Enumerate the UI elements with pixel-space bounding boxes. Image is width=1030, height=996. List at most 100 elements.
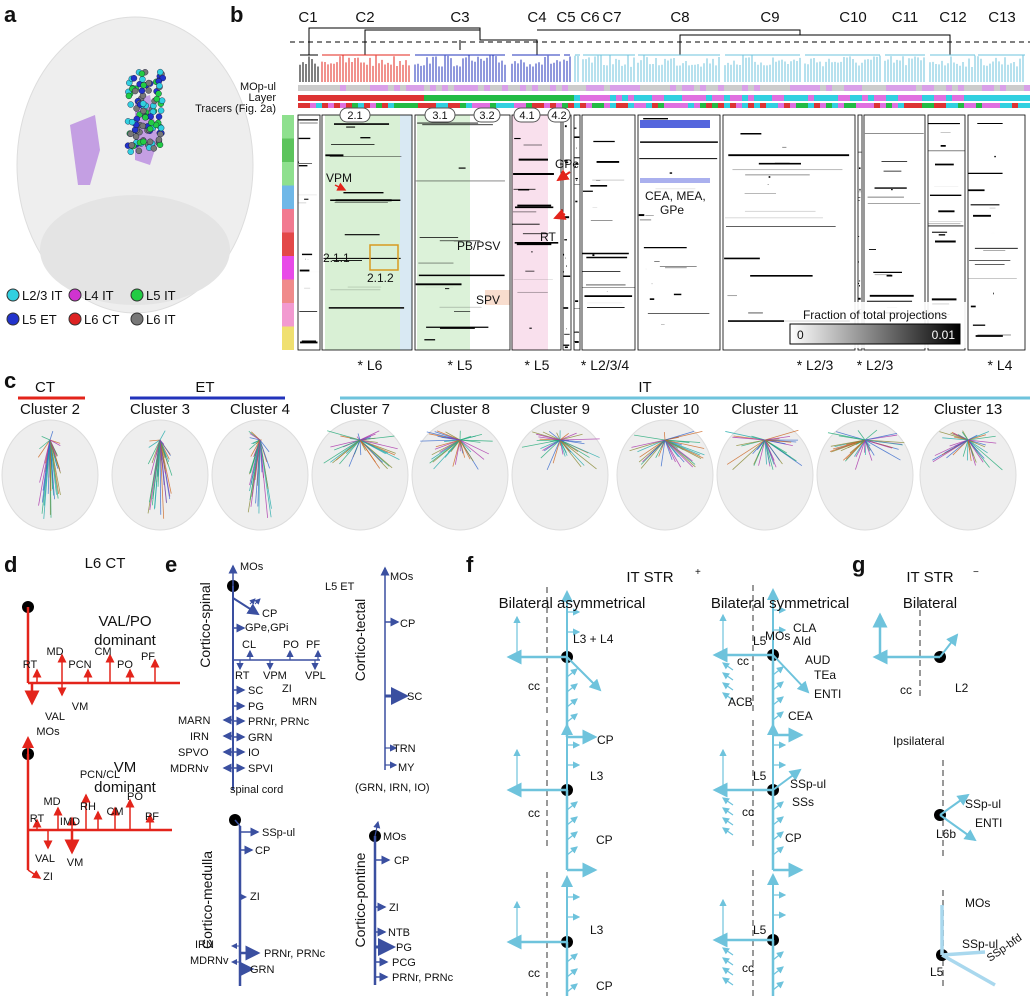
arrow bbox=[566, 831, 578, 841]
label: PG bbox=[248, 701, 264, 713]
bar-cell bbox=[484, 95, 490, 101]
axon bbox=[559, 438, 600, 441]
neuron-dot bbox=[157, 124, 165, 132]
axon bbox=[854, 439, 866, 457]
bar-cell bbox=[430, 85, 436, 91]
bar-cell bbox=[874, 95, 880, 101]
bar-cell bbox=[784, 103, 790, 108]
bar-cell bbox=[490, 103, 496, 108]
bar-cell bbox=[826, 95, 832, 101]
bar-cell bbox=[496, 85, 502, 91]
axon bbox=[966, 439, 969, 461]
label: Bilateral symmetrical bbox=[711, 595, 849, 612]
neuron-dot bbox=[142, 114, 149, 121]
bar-cell bbox=[964, 95, 970, 101]
bar-cell bbox=[664, 95, 670, 101]
bar-cell bbox=[682, 95, 688, 101]
axon bbox=[459, 439, 481, 443]
bar-cell bbox=[634, 95, 640, 101]
bar-cell bbox=[424, 85, 430, 91]
bar-cell bbox=[664, 85, 670, 91]
bar-cell bbox=[598, 103, 604, 108]
bar-cell bbox=[706, 85, 712, 91]
bar-cell bbox=[826, 85, 832, 91]
axon bbox=[967, 439, 997, 444]
bar-cell bbox=[832, 95, 838, 101]
label: MOs bbox=[390, 571, 414, 583]
axon bbox=[359, 439, 362, 456]
axon bbox=[663, 432, 666, 441]
bar-cell bbox=[934, 85, 940, 91]
label: C10 bbox=[839, 9, 867, 26]
bar-cell bbox=[316, 85, 322, 91]
label: Cluster 12 bbox=[831, 401, 899, 418]
axon bbox=[961, 431, 969, 441]
axon bbox=[249, 437, 261, 441]
label: Cluster 7 bbox=[330, 401, 390, 418]
axon bbox=[757, 439, 766, 457]
neuron-dot bbox=[127, 101, 134, 108]
axon bbox=[556, 432, 561, 441]
heatmap-panel bbox=[722, 114, 856, 351]
bar-cell bbox=[718, 85, 724, 91]
bar-cell bbox=[928, 103, 934, 108]
highlight bbox=[325, 115, 400, 350]
bar-cell bbox=[484, 85, 490, 91]
bar-cell bbox=[868, 95, 874, 101]
axon bbox=[39, 439, 51, 450]
bar-cell bbox=[802, 95, 808, 101]
bar-cell bbox=[688, 85, 694, 91]
bar-cell bbox=[622, 95, 628, 101]
bar-cell bbox=[598, 95, 604, 101]
bar-cell bbox=[514, 95, 520, 101]
axon bbox=[764, 439, 777, 468]
bar-cell bbox=[502, 95, 508, 101]
bar-cell bbox=[640, 85, 646, 91]
bar-cell bbox=[508, 95, 514, 101]
bar-cell bbox=[382, 103, 388, 108]
bar-cell bbox=[604, 103, 610, 108]
label: Cluster 9 bbox=[530, 401, 590, 418]
axon bbox=[864, 429, 878, 441]
label: MOs bbox=[383, 831, 407, 843]
bar-cell bbox=[460, 95, 466, 101]
bar-cell bbox=[424, 103, 430, 108]
neuron-dot bbox=[138, 87, 146, 94]
arrow bbox=[566, 713, 578, 723]
label: L6b bbox=[936, 827, 956, 841]
bar-cell bbox=[376, 103, 382, 108]
bar-cell bbox=[952, 85, 958, 91]
bar-cell bbox=[910, 103, 916, 108]
arrow bbox=[772, 696, 784, 706]
bar-cell bbox=[556, 103, 562, 108]
axon bbox=[249, 439, 261, 492]
axon bbox=[944, 439, 969, 454]
bar-cell bbox=[298, 85, 304, 91]
neuron-dot bbox=[130, 75, 138, 82]
label: cc bbox=[528, 679, 540, 693]
bar-cell bbox=[370, 85, 376, 91]
bar-cell bbox=[550, 85, 556, 91]
bar-cell bbox=[652, 95, 658, 101]
axon bbox=[349, 438, 361, 441]
label: PG bbox=[396, 942, 412, 954]
bar-cell bbox=[844, 95, 850, 101]
bar-cell bbox=[826, 103, 832, 108]
axon bbox=[542, 431, 561, 441]
axon bbox=[252, 439, 261, 463]
bar-cell bbox=[676, 103, 682, 108]
axon bbox=[459, 439, 472, 453]
neuron-dot bbox=[148, 119, 155, 126]
arrow bbox=[722, 957, 734, 966]
axon bbox=[664, 439, 676, 463]
axon bbox=[864, 439, 905, 444]
axon bbox=[359, 439, 376, 463]
labels: a b c d e f g L2/3 IT L4 IT L5 IT L5 ET L6 CT L6 IT C… bbox=[4, 2, 1024, 993]
bar-cell bbox=[808, 95, 814, 101]
bar-cell bbox=[790, 95, 796, 101]
label: * L2/3 bbox=[857, 357, 894, 373]
label: ZI bbox=[389, 902, 399, 914]
label: a bbox=[4, 2, 17, 27]
bar-cell bbox=[916, 103, 922, 108]
bar-cell bbox=[820, 95, 826, 101]
